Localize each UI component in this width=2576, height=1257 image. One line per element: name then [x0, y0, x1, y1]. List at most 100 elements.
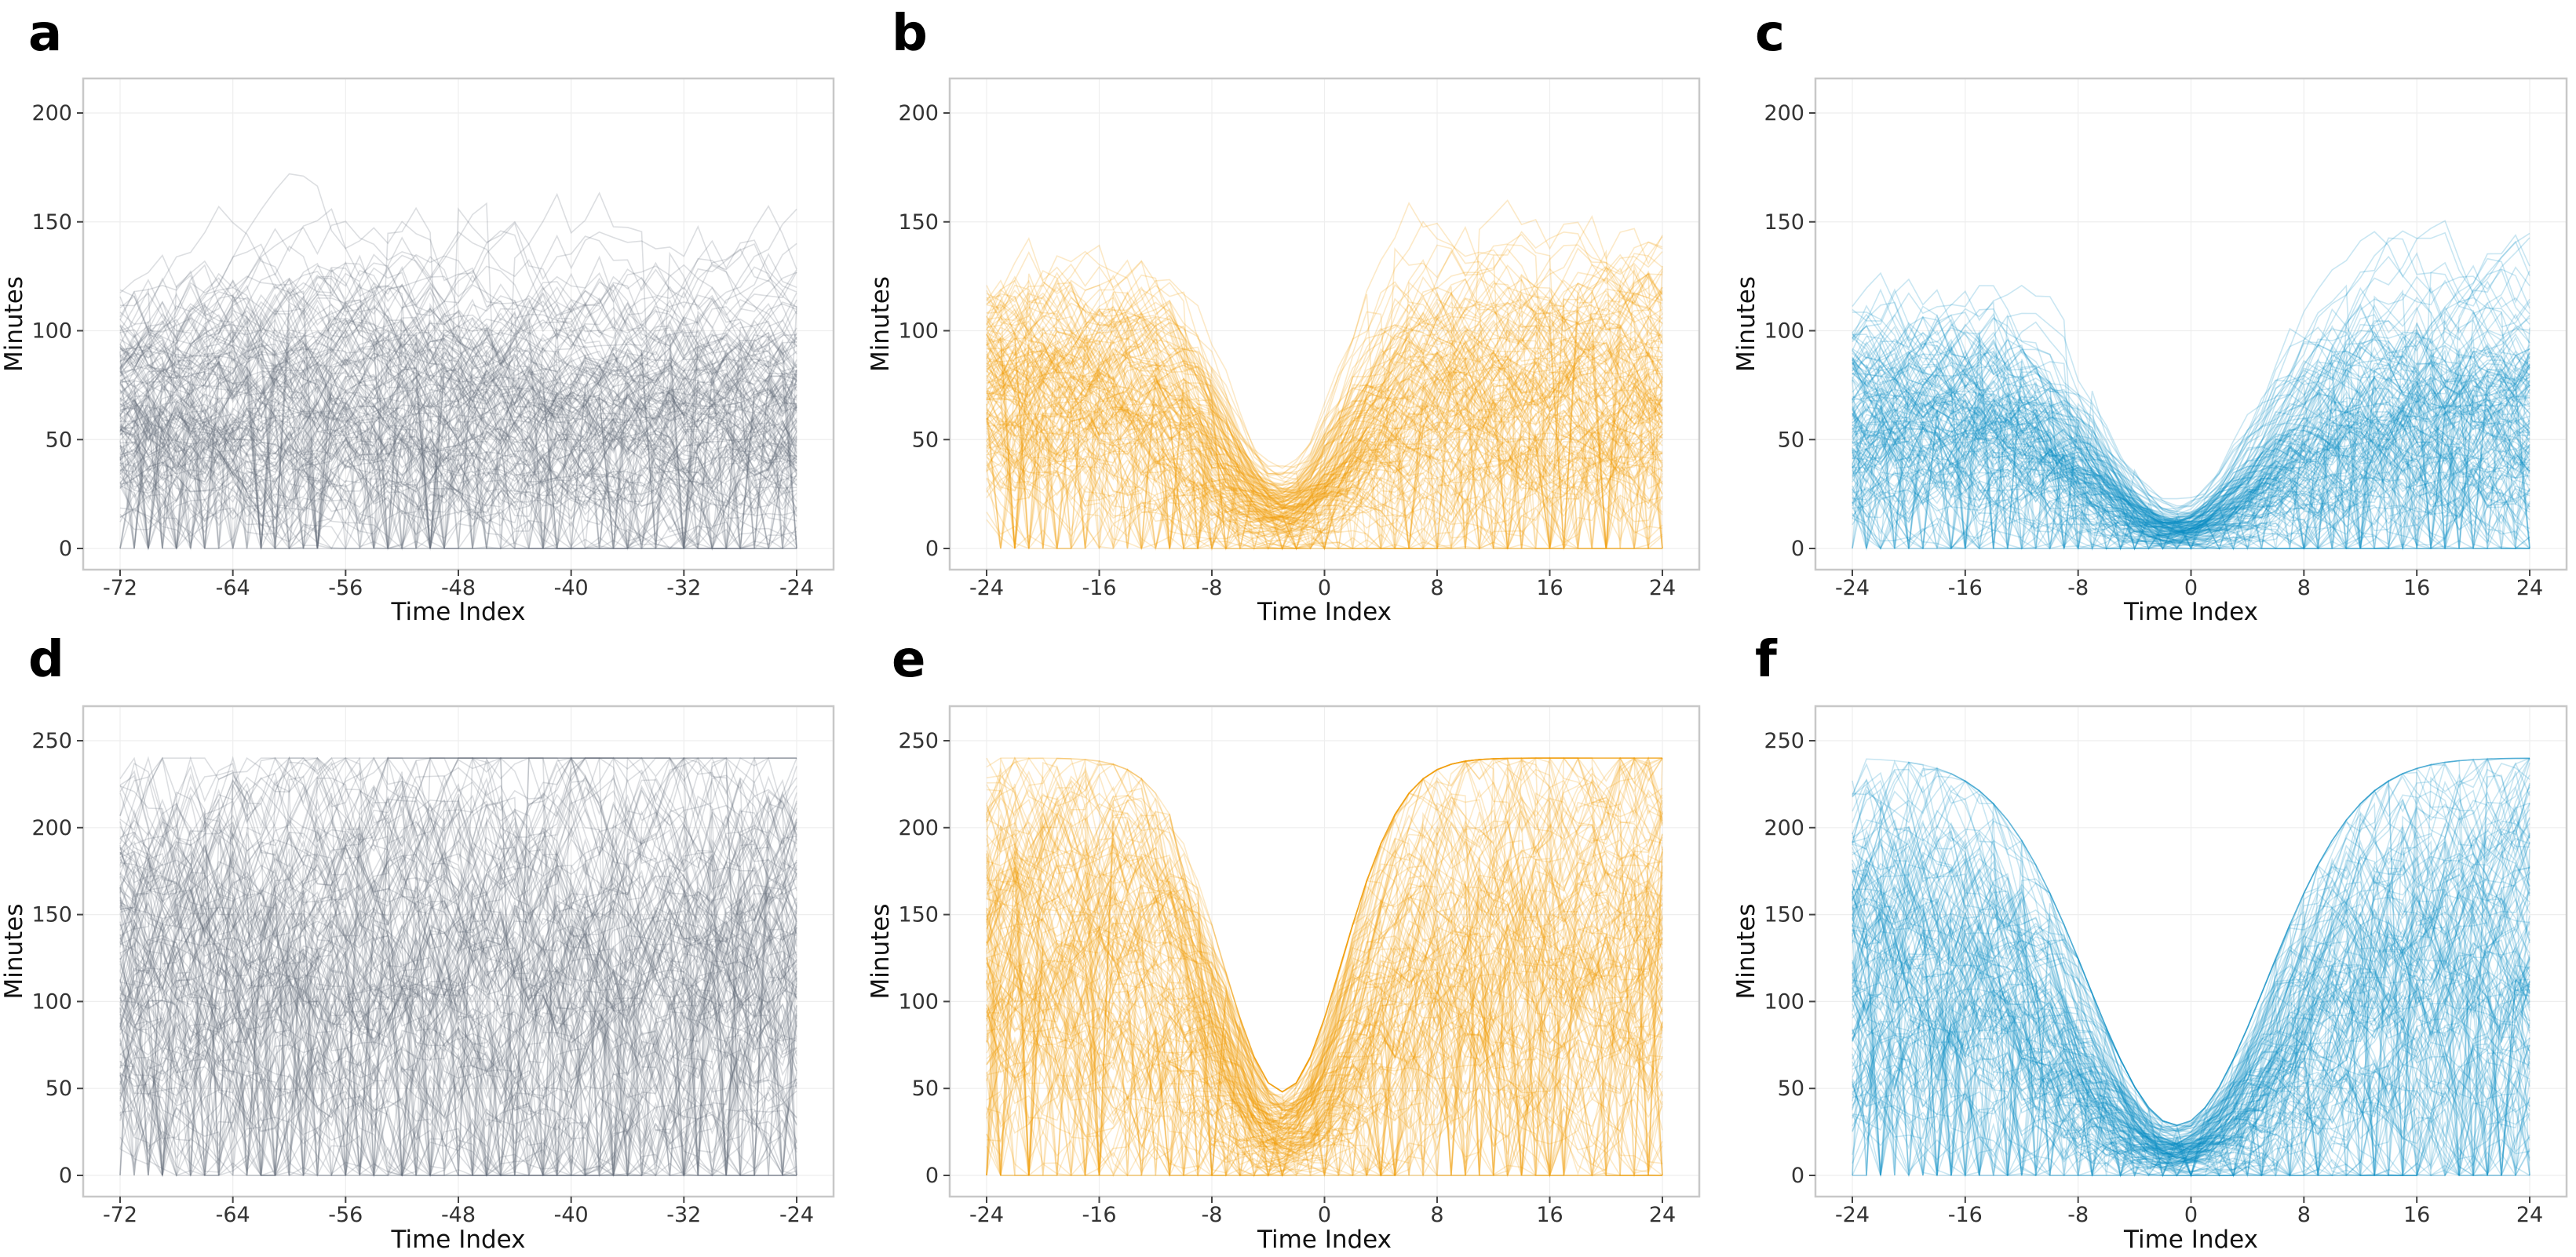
trajectory-line — [119, 266, 797, 549]
trajectory-line — [1852, 817, 2530, 1176]
trajectory-line — [986, 277, 1663, 549]
trajectory-line — [986, 942, 1663, 1178]
trajectory-line — [986, 337, 1663, 549]
trajectory-line — [1852, 427, 2530, 551]
trajectory-line — [119, 802, 797, 1176]
trajectory-line — [1852, 774, 2530, 1178]
trajectory-line — [1852, 280, 2530, 549]
trajectory-line — [119, 343, 797, 549]
x-tick-label: -64 — [216, 1203, 250, 1227]
trajectory-line — [119, 286, 797, 549]
trajectory-line — [1852, 829, 2530, 1176]
trajectory-line — [119, 756, 797, 1176]
trajectory-line — [1852, 325, 2530, 549]
y-tick-label: 50 — [46, 1077, 72, 1101]
trajectory-line — [119, 356, 797, 550]
trajectory-line — [119, 274, 797, 549]
trajectory-line — [1852, 317, 2530, 549]
trajectory-line — [119, 756, 797, 1176]
trajectory-line — [986, 296, 1663, 552]
trajectory-line — [986, 295, 1663, 523]
trajectory-line — [1852, 395, 2530, 541]
trajectory-line — [119, 340, 797, 546]
trajectory-line — [119, 757, 797, 1177]
trajectory-line — [1852, 984, 2530, 1176]
y-axis-title: Minutes — [0, 903, 28, 999]
trajectory-line — [1852, 341, 2530, 538]
trajectory-line — [1852, 971, 2530, 1179]
trajectory-line — [1852, 337, 2530, 549]
trajectory-line — [119, 876, 797, 1176]
trajectory-line — [119, 757, 797, 1177]
trajectory-line — [1852, 913, 2530, 1178]
trajectory-line — [119, 386, 797, 549]
trajectory-line — [986, 787, 1663, 1176]
trajectory-line — [119, 370, 797, 505]
trajectory-line — [119, 242, 797, 549]
trajectory-line — [986, 270, 1663, 549]
y-axis-title: Minutes — [0, 276, 28, 372]
trajectory-line — [1852, 818, 2530, 1172]
trajectory-line — [1852, 286, 2530, 551]
trajectory-line — [119, 756, 797, 1176]
y-tick-label: 150 — [898, 210, 939, 235]
trajectory-line — [119, 387, 797, 549]
trajectory-line — [986, 332, 1663, 485]
trajectory-line — [1852, 409, 2530, 550]
trajectory-line — [986, 789, 1663, 1176]
trajectory-line — [119, 843, 797, 1176]
trajectory-line — [119, 209, 797, 549]
trajectory-line — [1852, 883, 2530, 1177]
trajectory-line — [986, 866, 1663, 1176]
trajectory-line — [1852, 898, 2530, 1179]
trajectory-line — [119, 205, 797, 500]
trajectory-line — [986, 862, 1663, 1176]
y-tick-label: 100 — [898, 319, 939, 344]
trajectory-line — [1852, 346, 2530, 551]
trajectory-line — [119, 778, 797, 1176]
trajectory-line — [986, 298, 1663, 551]
x-tick-label: -16 — [1948, 1203, 1983, 1227]
trajectory-line — [1852, 296, 2530, 549]
trajectory-line — [1852, 304, 2530, 550]
trajectory-line — [1852, 356, 2530, 551]
x-tick-label: -24 — [1835, 1203, 1870, 1227]
trajectory-line — [119, 359, 797, 549]
trajectory-line — [986, 293, 1663, 549]
trajectory-line — [119, 346, 797, 546]
trajectory-line — [1852, 345, 2530, 549]
y-tick-label: 0 — [1791, 1164, 1804, 1188]
trajectory-line — [1852, 883, 2530, 1168]
trajectory-line — [119, 756, 797, 1034]
trajectory-line — [986, 884, 1663, 1176]
trajectory-line — [986, 757, 1663, 1176]
trajectory-line — [986, 377, 1663, 549]
trajectory-line — [1852, 350, 2530, 537]
trajectory-line — [1852, 913, 2530, 1176]
trajectory-line — [119, 402, 797, 549]
trajectory-line — [1852, 314, 2530, 551]
trajectory-line — [119, 289, 797, 549]
trajectory-line — [986, 237, 1662, 549]
trajectory-line — [986, 858, 1663, 1176]
trajectory-line — [986, 348, 1663, 549]
trajectory-line — [986, 951, 1663, 1178]
trajectory-line — [1852, 388, 2530, 549]
trajectory-line — [119, 848, 797, 1178]
trajectory-line — [986, 897, 1663, 1176]
trajectory-line — [119, 820, 797, 1176]
trajectory-line — [1852, 377, 2530, 541]
trajectory-line — [119, 987, 797, 1176]
trajectory-line — [119, 330, 797, 549]
trajectory-line — [1852, 429, 2530, 550]
trajectory-line — [1852, 780, 2530, 1176]
trajectory-line — [119, 414, 797, 549]
trajectory-line — [986, 862, 1663, 1176]
trajectory-line — [1852, 945, 2530, 1176]
trajectory-line — [1852, 865, 2530, 1154]
y-tick-label: 150 — [31, 903, 72, 927]
trajectory-line — [986, 287, 1663, 549]
trajectory-line — [119, 423, 797, 549]
trajectory-line — [1852, 337, 2530, 549]
trajectory-line — [1852, 301, 2530, 550]
